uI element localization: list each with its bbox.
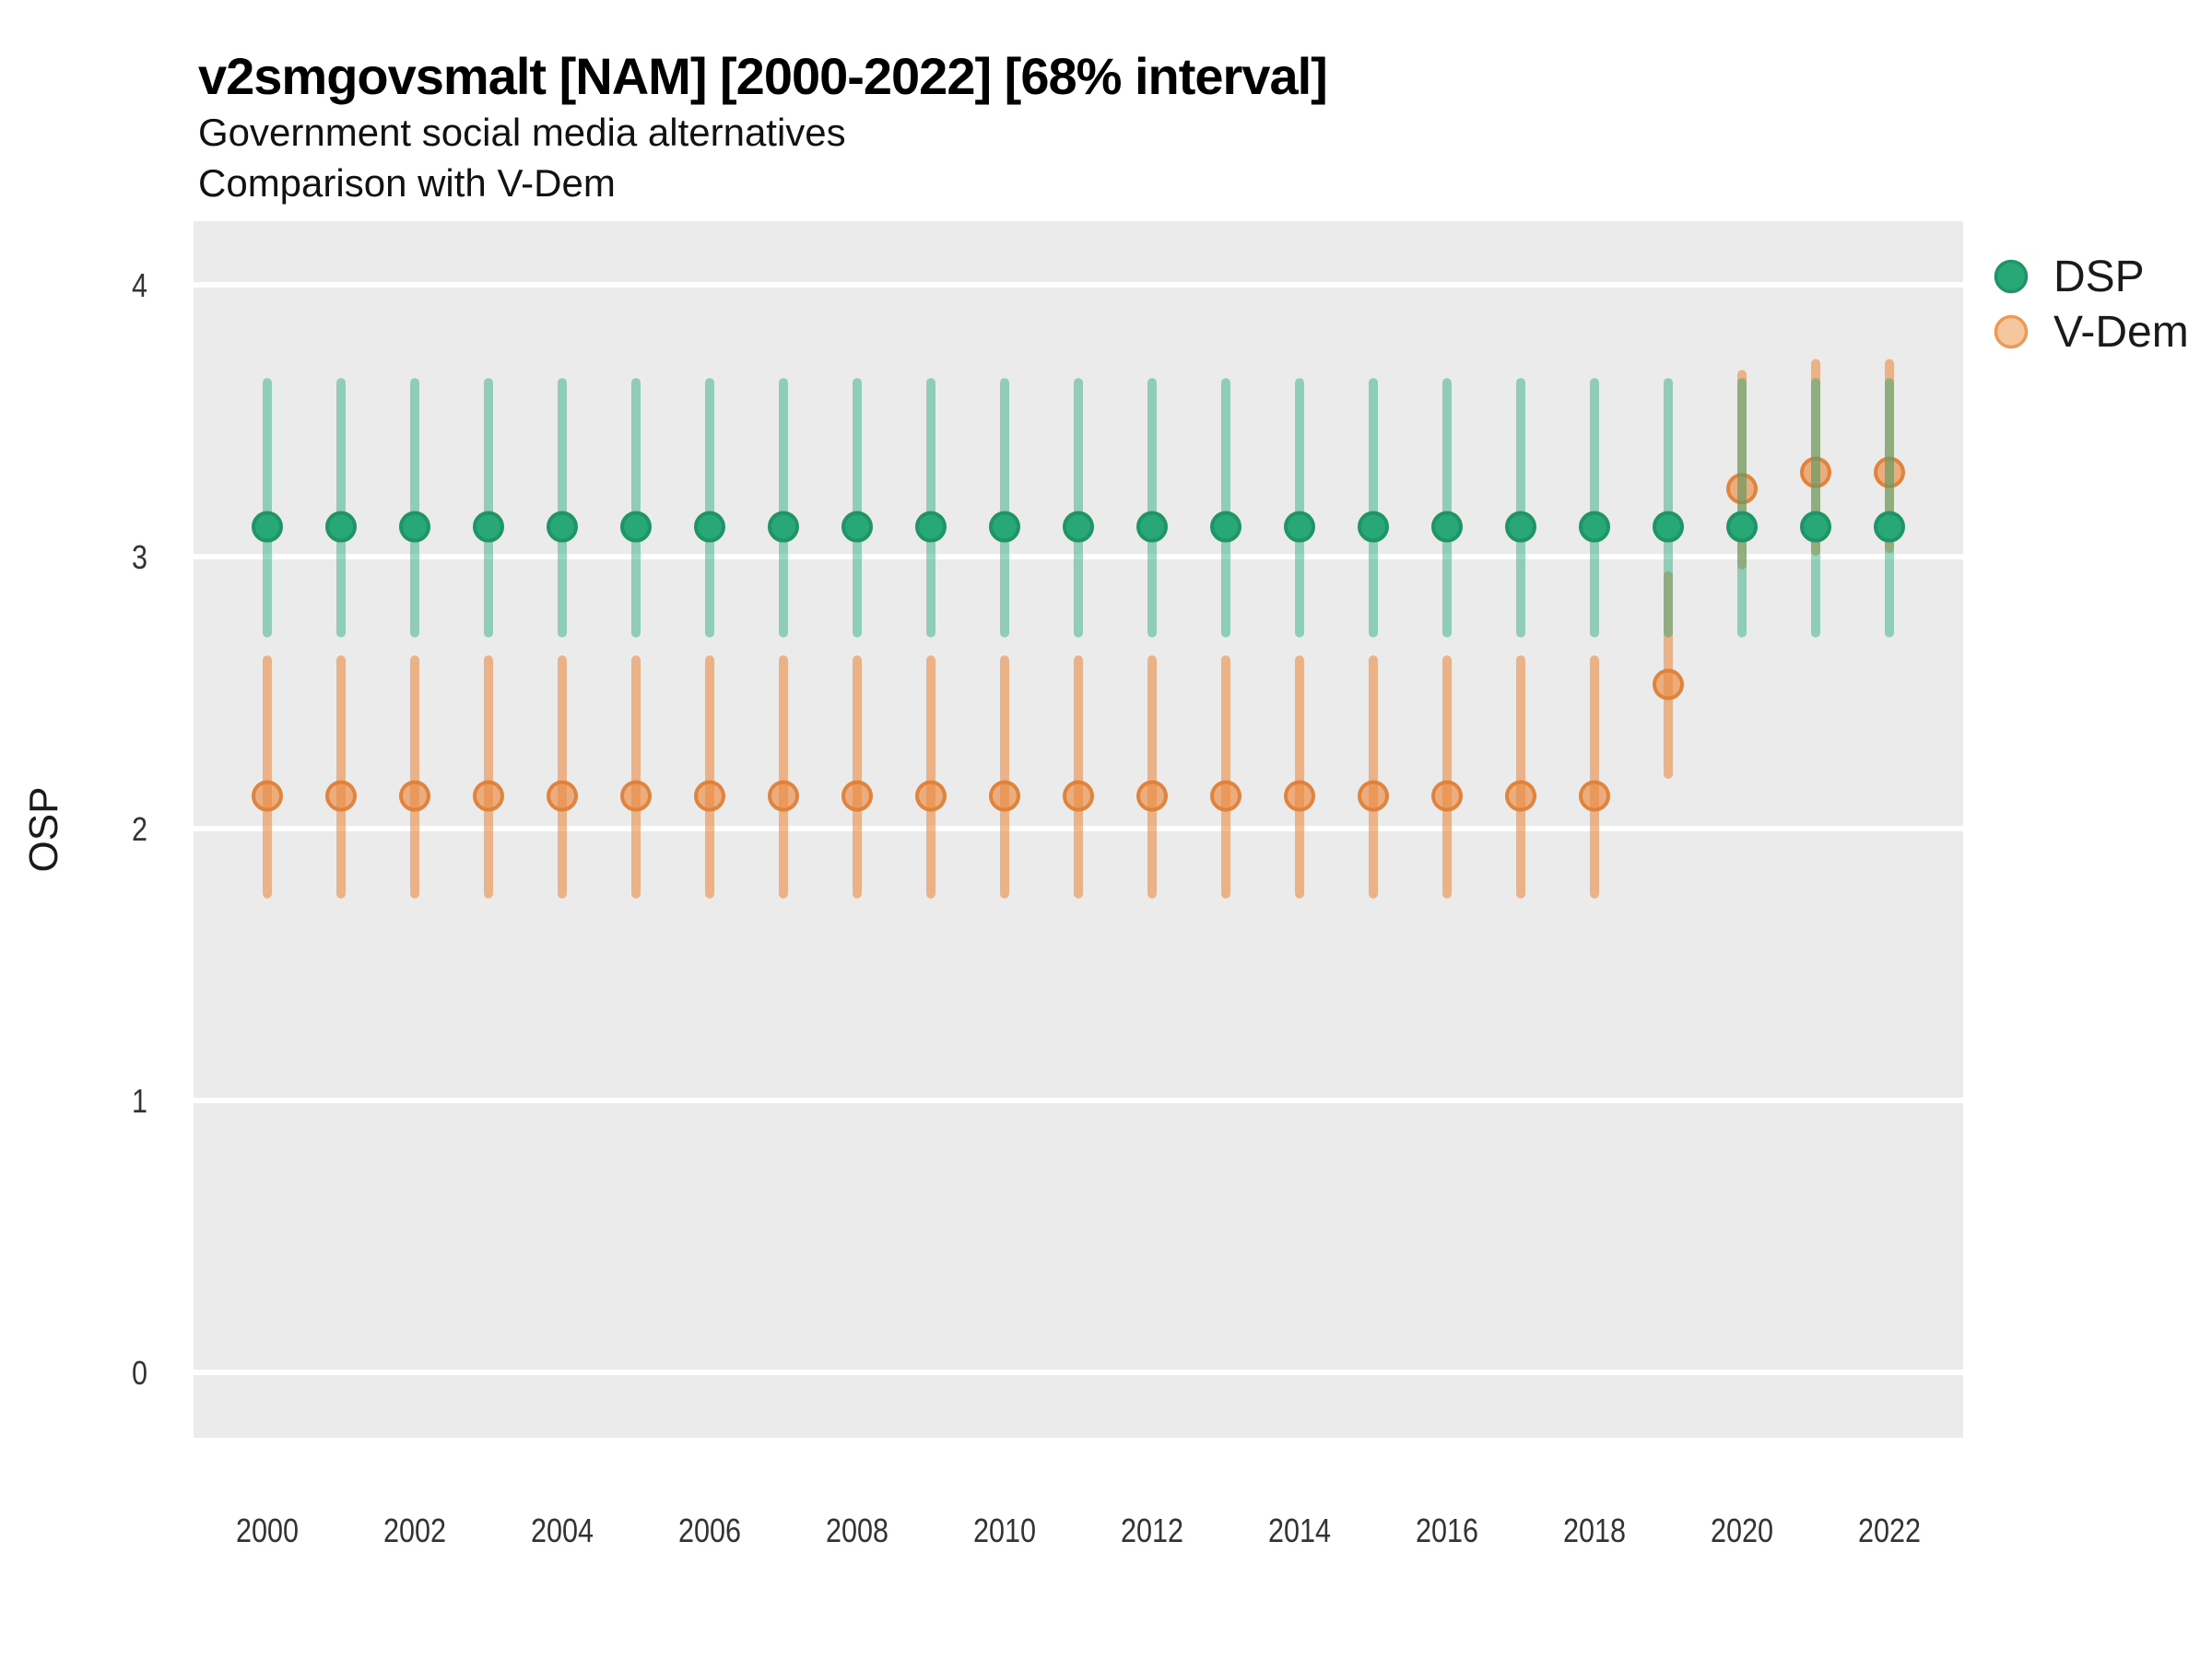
vdem-data-point-2017: [1505, 780, 1536, 812]
vdem-data-point-2011: [1063, 780, 1094, 812]
vdem-data-point-2016: [1431, 780, 1463, 812]
legend-item-dsp: DSP: [1994, 253, 2145, 301]
series-dsp: [252, 378, 1905, 638]
x-tick-label-2016: 2016: [1416, 1513, 1478, 1550]
dsp-data-point-2011: [1063, 511, 1094, 543]
chart-title: v2smgovsmalt [NAM] [2000-2022] [68% inte…: [198, 47, 1328, 105]
vdem-data-point-2003: [473, 780, 504, 812]
dsp-data-point-2008: [841, 511, 873, 543]
dsp-data-point-2016: [1431, 511, 1463, 543]
x-tick-label-2010: 2010: [973, 1513, 1036, 1550]
dsp-data-point-2006: [694, 511, 725, 543]
vdem-data-point-2005: [620, 780, 652, 812]
series-vdem: [252, 359, 1905, 899]
vdem-data-point-2001: [325, 780, 357, 812]
dsp-data-point-2004: [547, 511, 578, 543]
dsp-data-point-2005: [620, 511, 652, 543]
legend-label-vdem: V-Dem: [2053, 308, 2189, 357]
vdem-data-point-2020: [1726, 473, 1758, 505]
y-tick-label-2: 2: [132, 812, 147, 849]
dsp-data-point-2013: [1210, 511, 1241, 543]
dsp-data-point-2019: [1653, 511, 1684, 543]
dsp-data-point-2000: [252, 511, 283, 543]
x-axis-tick-labels: 2000 2002 2004 2006 2008 2010 2012 2014 2016 2018…: [236, 1513, 1921, 1550]
x-tick-label-2002: 2002: [383, 1513, 446, 1550]
dsp-data-point-2020: [1726, 511, 1758, 543]
x-tick-label-2008: 2008: [826, 1513, 888, 1550]
y-tick-label-4: 4: [132, 268, 147, 305]
x-tick-label-2006: 2006: [678, 1513, 741, 1550]
dsp-data-point-2021: [1800, 511, 1831, 543]
vdem-data-point-2018: [1579, 780, 1610, 812]
x-tick-label-2022: 2022: [1858, 1513, 1921, 1550]
x-tick-label-2018: 2018: [1563, 1513, 1626, 1550]
dsp-data-point-2017: [1505, 511, 1536, 543]
dsp-data-point-2002: [399, 511, 430, 543]
x-tick-label-2000: 2000: [236, 1513, 299, 1550]
x-tick-label-2012: 2012: [1121, 1513, 1183, 1550]
dsp-data-point-2018: [1579, 511, 1610, 543]
y-axis-title: OSP: [21, 787, 66, 873]
y-axis-tick-labels: 0 1 2 3 4: [132, 268, 147, 1393]
x-tick-label-2020: 2020: [1711, 1513, 1773, 1550]
dsp-data-point-2012: [1136, 511, 1168, 543]
vdem-data-point-2000: [252, 780, 283, 812]
vdem-data-point-2002: [399, 780, 430, 812]
vdem-data-point-2008: [841, 780, 873, 812]
dsp-data-point-2003: [473, 511, 504, 543]
dsp-data-point-2009: [915, 511, 947, 543]
legend-item-vdem: V-Dem: [1994, 308, 2189, 357]
gridlines: [194, 282, 1963, 1375]
legend-marker-dsp-icon: [1994, 259, 2029, 294]
y-tick-label-3: 3: [132, 540, 147, 577]
y-tick-label-0: 0: [132, 1356, 147, 1393]
vdem-data-point-2021: [1800, 456, 1831, 488]
vdem-data-point-2015: [1358, 780, 1389, 812]
dsp-data-point-2001: [325, 511, 357, 543]
vdem-data-point-2012: [1136, 780, 1168, 812]
x-tick-label-2004: 2004: [531, 1513, 594, 1550]
x-tick-label-2014: 2014: [1268, 1513, 1331, 1550]
dsp-data-point-2015: [1358, 511, 1389, 543]
dsp-data-point-2022: [1874, 511, 1905, 543]
vdem-data-point-2004: [547, 780, 578, 812]
vdem-data-point-2010: [989, 780, 1020, 812]
legend-label-dsp: DSP: [2053, 253, 2145, 301]
series-layer: [252, 359, 1905, 899]
legend-marker-vdem-icon: [1994, 314, 2029, 349]
vdem-data-point-2022: [1874, 456, 1905, 488]
dsp-data-point-2014: [1284, 511, 1315, 543]
legend: DSP V-Dem: [1994, 253, 2189, 357]
chart-subtitle: Government social media alternatives Com…: [198, 107, 846, 208]
y-tick-label-1: 1: [132, 1084, 147, 1121]
dsp-data-point-2010: [989, 511, 1020, 543]
vdem-data-point-2006: [694, 780, 725, 812]
dsp-data-point-2007: [768, 511, 799, 543]
vdem-data-point-2007: [768, 780, 799, 812]
vdem-data-point-2013: [1210, 780, 1241, 812]
vdem-data-point-2009: [915, 780, 947, 812]
chart-subtitle-line1: Government social media alternatives: [198, 111, 846, 154]
chart-subtitle-line2: Comparison with V-Dem: [198, 161, 616, 205]
vdem-data-point-2014: [1284, 780, 1315, 812]
vdem-data-point-2019: [1653, 668, 1684, 700]
